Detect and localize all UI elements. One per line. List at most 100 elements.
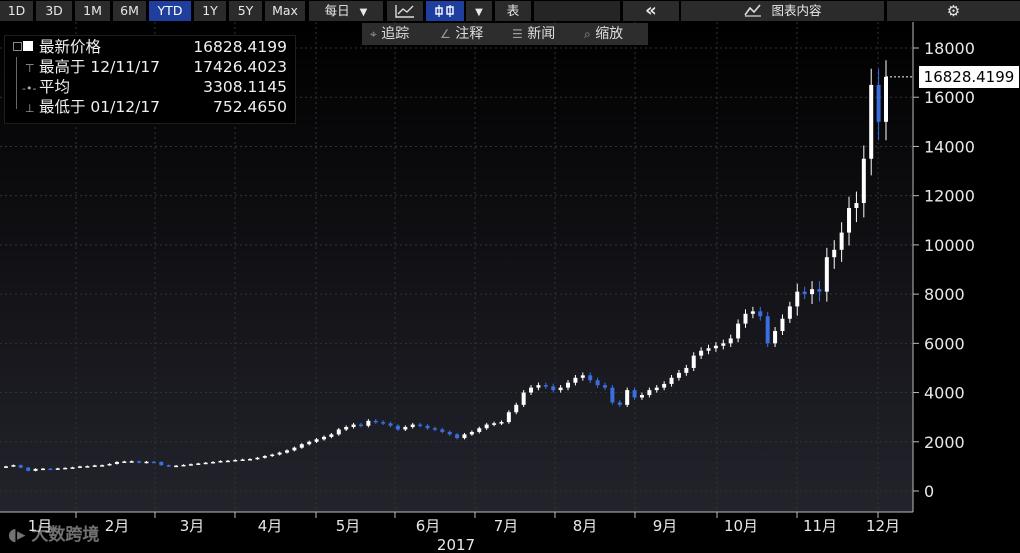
candle-body (388, 423, 393, 426)
chart-content-button[interactable]: 图表内容 (681, 1, 884, 21)
candle-body (285, 450, 290, 453)
zoom-label: 缩放 (595, 26, 624, 42)
range-6m-button[interactable]: 6M (113, 1, 146, 21)
candle-body (181, 464, 186, 467)
candle-body (713, 345, 718, 349)
legend-row-high: ⊤ 最高于 12/11/17 17426.4023 (5, 57, 295, 77)
candle-body (787, 306, 792, 319)
range-max-button[interactable]: Max (265, 1, 305, 21)
legend-value: 16828.4199 (193, 38, 287, 56)
chart-tools-bar: ⌖ 追踪 ∠ 注释 ☰ 新闻 ⌕ 缩放 (362, 23, 648, 45)
candle-body (750, 311, 755, 314)
candle-body (884, 76, 888, 122)
candle-body (425, 425, 430, 429)
settings-button[interactable]: ⚙ (887, 1, 1020, 21)
candle-body (262, 456, 267, 458)
candle-body (810, 289, 815, 295)
candle-body (26, 467, 31, 471)
candle-body (225, 460, 230, 463)
candle-body (869, 84, 874, 159)
candle-body (381, 422, 386, 424)
crosshair-tool[interactable]: ⌖ 追踪 (370, 23, 409, 45)
table-button[interactable]: 表 (495, 1, 531, 21)
candle-body (218, 460, 223, 463)
x-tick-label: 5月 (336, 517, 361, 535)
candle-body (144, 461, 149, 464)
average-marker-icon: -•- (13, 77, 36, 97)
candle-body (255, 457, 260, 460)
year-label: 2017 (437, 536, 475, 553)
x-tick-label: 11月 (803, 517, 837, 535)
news-icon: ☰ (512, 27, 523, 41)
candle-body (876, 84, 881, 122)
candle-body (499, 422, 504, 424)
toolbar-spacer (534, 1, 620, 21)
candle-body (536, 385, 541, 388)
candle-body (100, 465, 105, 467)
candle-body (240, 459, 245, 461)
candle-body (48, 468, 53, 471)
candle-body (307, 441, 312, 445)
y-tick-label: 10000 (924, 236, 975, 255)
candle-body (395, 425, 400, 430)
y-tick-label: 8000 (924, 285, 965, 304)
candle-body (70, 467, 75, 469)
candle-body (447, 431, 452, 435)
candle-body (40, 468, 45, 471)
candle-body (188, 464, 193, 466)
candle-body (455, 434, 460, 439)
candle-body (580, 375, 585, 378)
candle-body (151, 461, 156, 464)
candle-body (551, 386, 556, 391)
candle-body (839, 232, 844, 250)
candle-body (329, 434, 334, 437)
zoom-tool[interactable]: ⌕ 缩放 (584, 23, 623, 45)
candle-body (85, 466, 90, 468)
range-ytd-button[interactable]: YTD (149, 1, 191, 21)
candle-body (92, 465, 97, 467)
crosshair-label: 追踪 (381, 26, 410, 42)
candle-body (588, 375, 593, 381)
candlestick-chart-button[interactable] (426, 1, 464, 21)
collapse-button[interactable]: « (623, 1, 679, 21)
line-chart-button[interactable] (387, 1, 423, 21)
frequency-dropdown[interactable]: 每日 ▼ (309, 1, 383, 21)
candle-body (721, 343, 726, 346)
candle-body (669, 377, 674, 384)
range-5y-button[interactable]: 5Y (229, 1, 262, 21)
watermark-text: 大数跨境 (31, 525, 100, 545)
candle-body (351, 424, 356, 428)
candle-body (55, 468, 60, 470)
candle-body (529, 387, 534, 393)
candle-body (477, 428, 482, 432)
gear-icon: ⚙ (946, 2, 961, 20)
candle-body (506, 412, 511, 423)
range-3d-button[interactable]: 3D (36, 1, 72, 21)
chart-type-dropdown[interactable]: ▼ (466, 1, 492, 21)
y-tick-label: 18000 (924, 39, 975, 58)
x-axis-background (0, 513, 913, 553)
candle-body (617, 402, 622, 405)
annotate-tool[interactable]: ∠ 注释 (440, 23, 483, 45)
candle-body (270, 454, 275, 457)
candle-body (773, 331, 778, 344)
x-tick-label: 8月 (573, 517, 598, 535)
last-price-marker-icon (13, 37, 35, 57)
news-tool[interactable]: ☰ 新闻 (512, 23, 555, 45)
range-1d-button[interactable]: 1D (0, 1, 33, 21)
candle-body (440, 429, 445, 432)
candle-body (736, 323, 741, 339)
candle-body (432, 428, 437, 430)
y-tick-label: 16000 (924, 88, 975, 107)
candles (4, 60, 888, 472)
x-tick-label: 4月 (258, 517, 283, 535)
high-marker-icon: ⊤ (13, 57, 35, 77)
candle-body (602, 385, 607, 388)
range-1y-button[interactable]: 1Y (194, 1, 226, 21)
range-1m-button[interactable]: 1M (75, 1, 110, 21)
candle-body (743, 313, 748, 324)
candle-body (159, 461, 164, 466)
candle-body (11, 465, 16, 467)
legend-row-last: 最新价格 16828.4199 (5, 37, 295, 57)
x-tick-label: 2月 (105, 517, 130, 535)
